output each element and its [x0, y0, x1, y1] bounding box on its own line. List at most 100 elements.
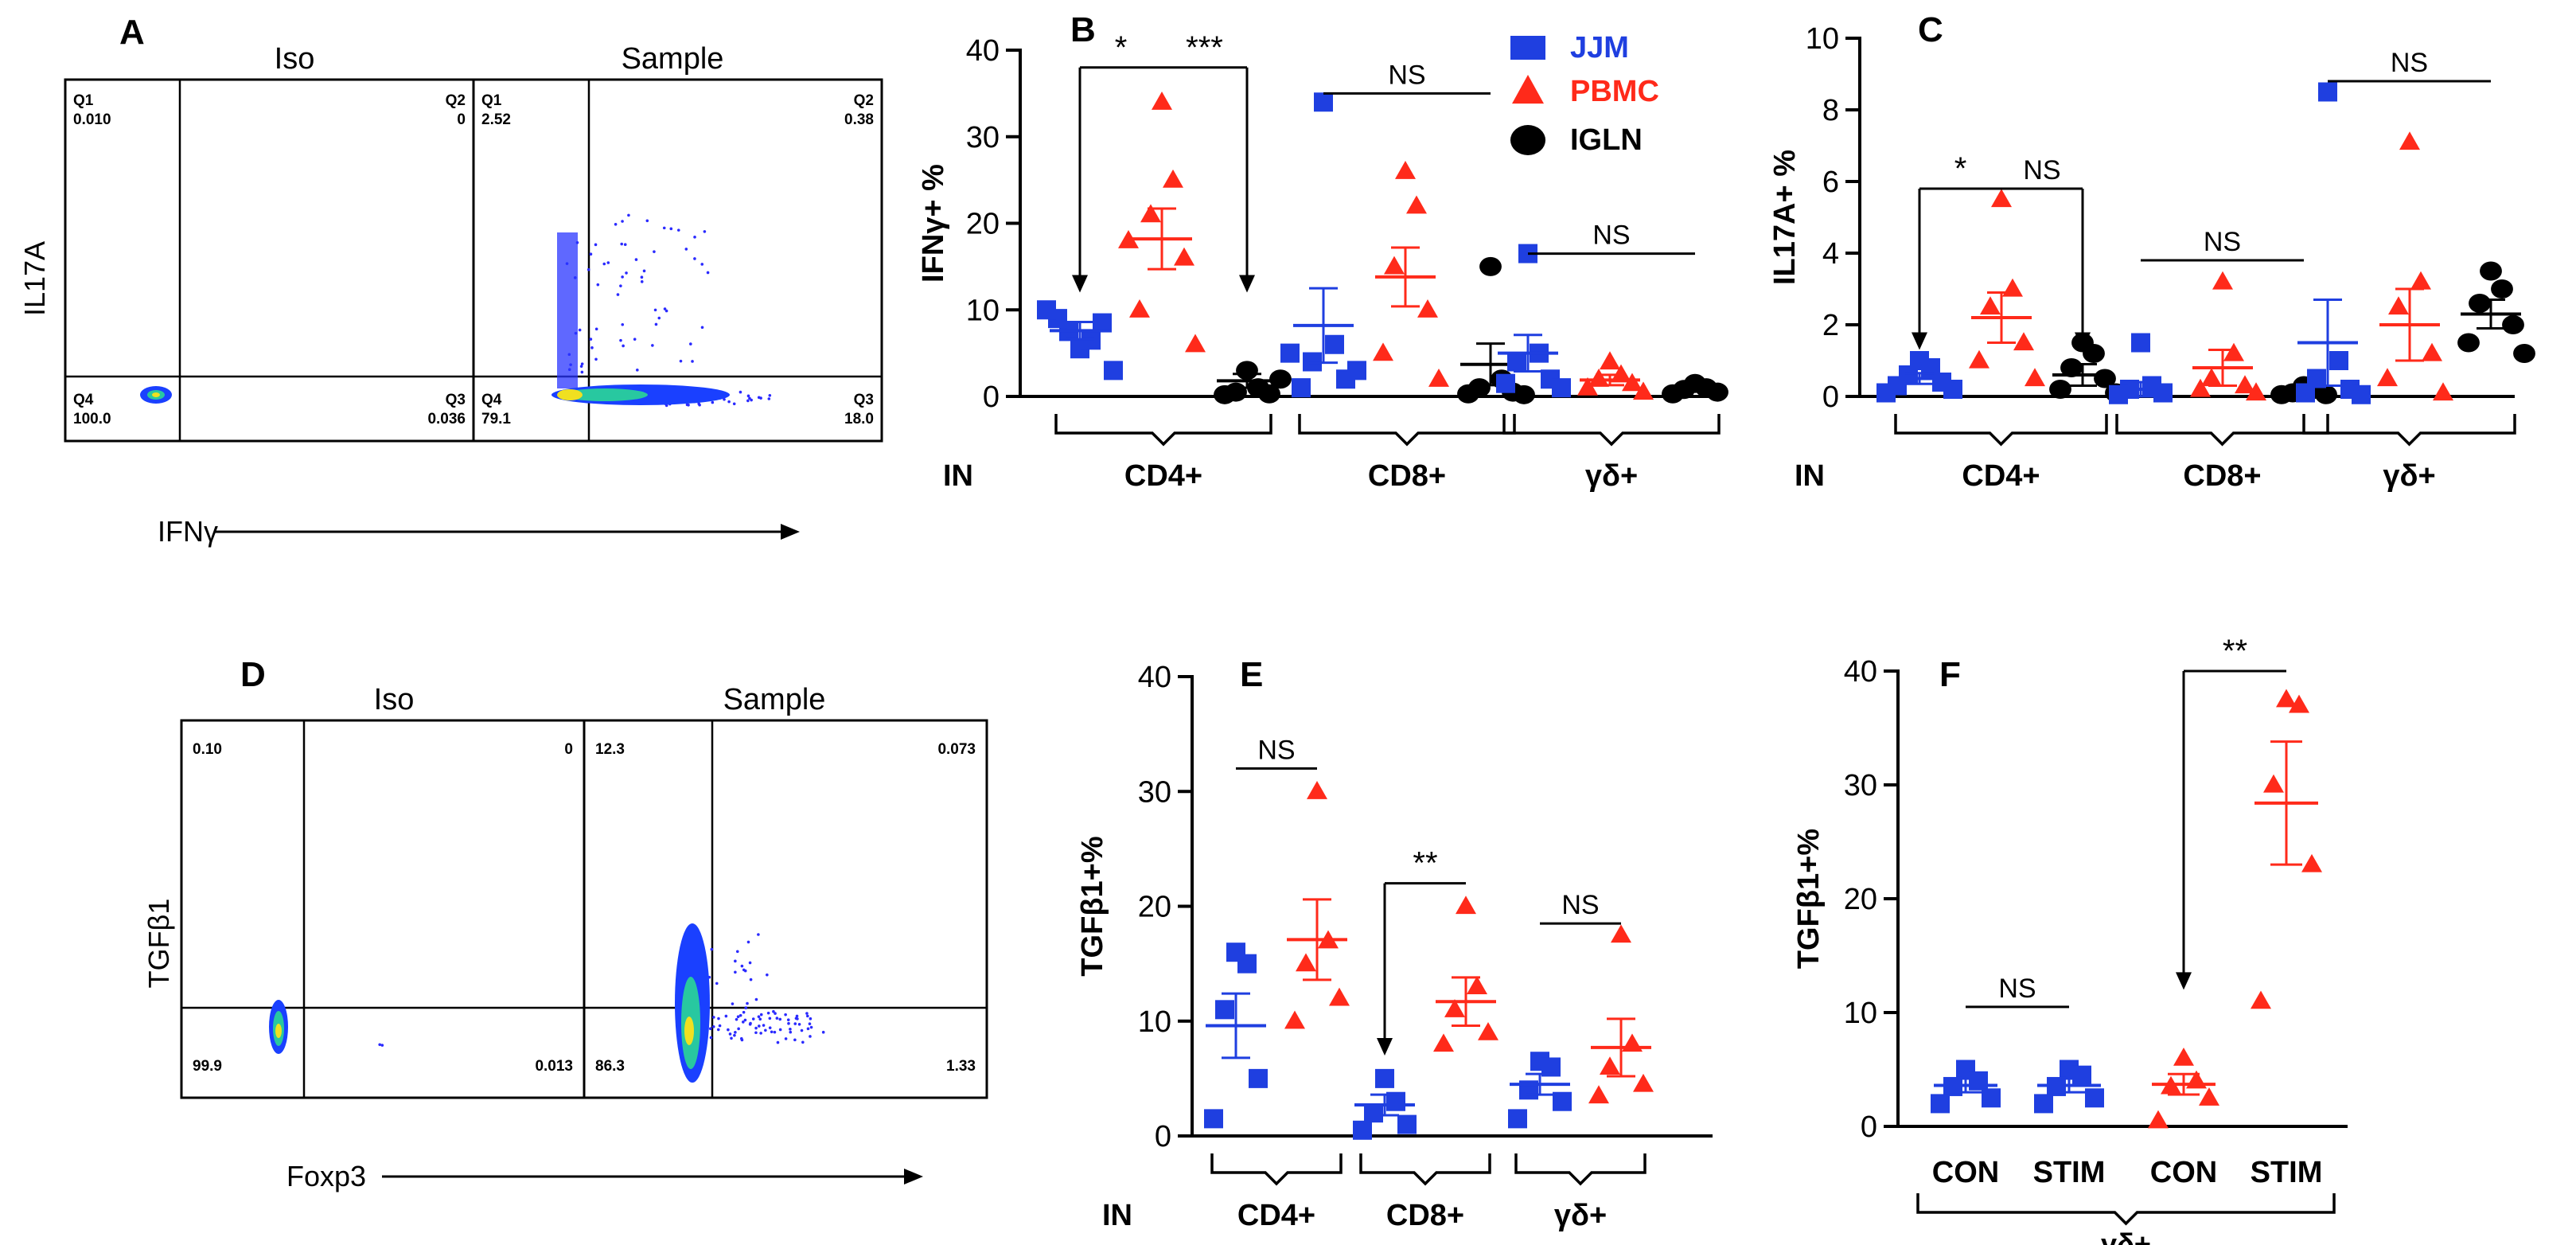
event-dot	[742, 1010, 746, 1014]
event-dot	[735, 950, 739, 954]
iso-q2-value: 0	[564, 741, 573, 758]
iso-q2-value: 0	[457, 111, 466, 128]
event-dot	[579, 365, 583, 368]
group-bracket	[1298, 414, 1516, 447]
data-point	[2201, 368, 2222, 387]
data-point	[2199, 1087, 2219, 1106]
event-dot	[809, 1017, 813, 1021]
data-point	[1292, 378, 1311, 398]
y-axis-label: IL17A+ %	[1768, 150, 1802, 285]
series-jjm	[1204, 943, 1268, 1129]
event-dot	[712, 1016, 715, 1019]
event-dot	[750, 398, 753, 402]
data-point	[1296, 953, 1316, 972]
event-dot	[772, 1009, 775, 1013]
sample-q1-value: 12.3	[595, 741, 625, 758]
group-label: CD8+	[1386, 1199, 1464, 1232]
data-point	[1876, 383, 1896, 403]
data-point	[2329, 351, 2348, 370]
event-dot	[627, 213, 630, 217]
data-point	[2190, 378, 2211, 397]
data-point	[2235, 375, 2255, 394]
x-axis-arrowhead	[904, 1169, 923, 1185]
iso-title: Iso	[374, 683, 415, 716]
event-dot	[727, 1028, 730, 1032]
event-dot	[621, 220, 624, 223]
series-jjm	[1037, 300, 1123, 381]
data-point	[2377, 368, 2398, 387]
event-dot	[700, 326, 704, 330]
event-dot	[754, 1026, 758, 1030]
iso-q2-label: Q2	[446, 92, 466, 109]
y-tick-label: 0	[1155, 1120, 1171, 1153]
event-dot	[764, 1028, 767, 1032]
series-igln	[1662, 373, 1728, 404]
data-point	[2251, 990, 2271, 1009]
y-tick-label: 30	[966, 121, 1000, 154]
event-dot	[774, 1012, 777, 1015]
sample-population-center	[684, 1017, 694, 1045]
series-pbmc	[1118, 92, 1206, 353]
event-dot	[758, 1017, 762, 1021]
panel-d: D Iso Sample TGFβ1 Foxp3 0.10 0 99.9 0.013 12.3 0.…	[142, 655, 988, 1192]
data-point	[1129, 299, 1150, 318]
event-dot	[620, 242, 624, 246]
group-label: CD8+	[1368, 459, 1446, 493]
data-point	[2013, 332, 2034, 351]
event-dot	[757, 933, 760, 936]
event-dot	[378, 1043, 382, 1047]
event-dot	[787, 1021, 790, 1025]
in-label: IN	[1102, 1199, 1132, 1232]
event-dot	[679, 359, 683, 363]
series-pbmc	[1577, 351, 1654, 400]
y-tick-label: 0	[1822, 381, 1839, 414]
event-dot	[746, 399, 750, 403]
data-point	[1037, 300, 1056, 320]
sample-q1-label: Q1	[481, 92, 502, 109]
event-dot	[594, 243, 598, 247]
group-label: γδ+	[1585, 459, 1638, 493]
event-dot	[622, 344, 625, 348]
y-tick-label: 30	[1844, 769, 1877, 802]
data-point	[2410, 271, 2431, 290]
event-dot	[805, 1012, 809, 1015]
event-dot	[621, 275, 624, 279]
data-point	[2246, 382, 2266, 401]
significance-arrow-head	[2176, 972, 2192, 990]
data-point	[2480, 261, 2502, 281]
event-dot	[758, 1024, 761, 1028]
event-dot	[768, 1017, 772, 1021]
data-point	[1931, 1094, 1950, 1114]
event-dot	[689, 342, 692, 345]
significance-arrow-head	[1377, 1038, 1393, 1056]
significance-label: **	[1413, 846, 1437, 881]
y-tick-label: 20	[1138, 891, 1171, 924]
data-point	[1706, 382, 1728, 402]
event-dot	[380, 1044, 384, 1047]
sample-population-core	[562, 388, 648, 401]
data-point	[1633, 1073, 1654, 1092]
significance-label: *	[1954, 151, 1967, 186]
data-point	[1588, 369, 1609, 387]
x-axis-label: Foxp3	[286, 1160, 366, 1192]
event-dot	[580, 362, 584, 365]
data-point	[2433, 382, 2453, 401]
data-point	[1364, 1103, 1383, 1123]
event-dot	[723, 397, 726, 401]
event-dot	[801, 1040, 805, 1044]
data-point	[1982, 1088, 2001, 1108]
event-dot	[754, 1031, 758, 1035]
series-jjm	[2034, 1060, 2104, 1114]
event-dot	[733, 1033, 736, 1037]
sample-q4-value: 86.3	[595, 1058, 625, 1075]
event-dot	[800, 1028, 804, 1032]
event-dot	[634, 258, 638, 261]
event-dot	[711, 400, 715, 404]
data-point	[1444, 999, 1465, 1017]
panel-e: E 0 10 20 30 40 TGFβ1+% NS ** NS CD4+ CD8+ γδ+ IN	[1076, 655, 1713, 1232]
event-dot	[746, 394, 750, 398]
sample-title: Sample	[622, 42, 724, 76]
category-label: CON	[2150, 1156, 2217, 1189]
series-pbmc	[2377, 131, 2453, 401]
significance-label: NS	[2391, 48, 2428, 78]
